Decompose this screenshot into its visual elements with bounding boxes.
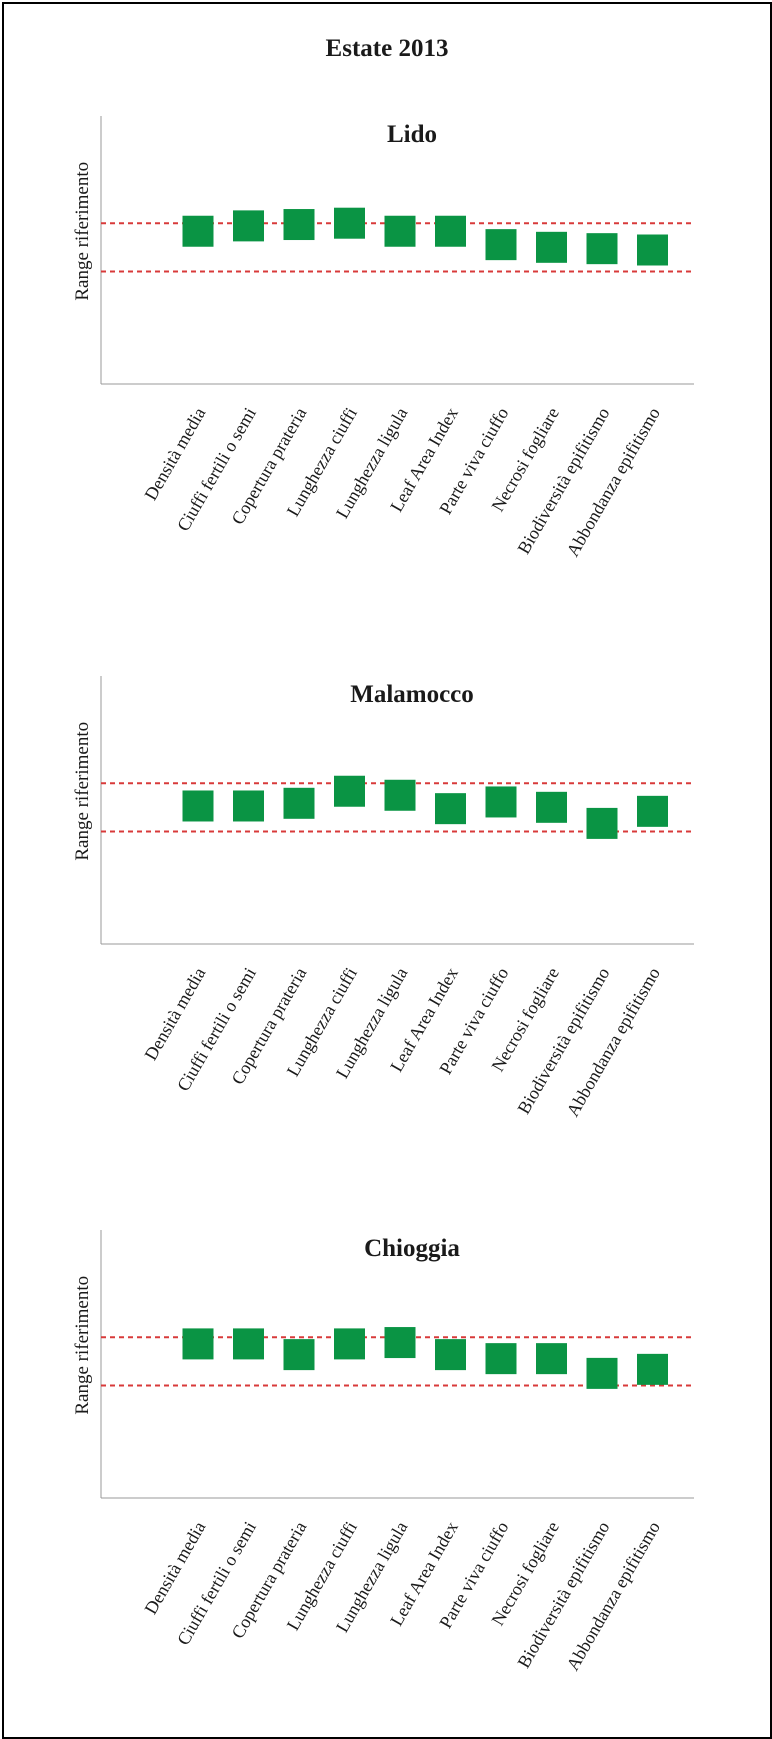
data-marker <box>536 791 567 823</box>
chart-title: Malamocco <box>350 681 474 708</box>
y-axis-label: Range riferimento <box>72 722 93 861</box>
data-marker <box>233 210 264 242</box>
data-marker <box>283 787 315 819</box>
data-marker <box>384 215 416 247</box>
data-marker <box>334 775 365 807</box>
data-marker <box>485 229 517 261</box>
x-tick-label: Abbondanza epifitismo <box>562 404 664 560</box>
data-marker <box>586 1357 618 1389</box>
y-axis-label: Range riferimento <box>72 1276 93 1415</box>
x-tick-label: Abbondanza epifitismo <box>562 964 664 1120</box>
data-marker <box>384 1327 416 1359</box>
data-marker <box>283 1339 315 1371</box>
data-marker <box>586 807 618 839</box>
data-marker <box>435 793 466 825</box>
chart-title: Chioggia <box>364 1235 460 1262</box>
data-marker <box>182 215 214 247</box>
y-axis-label: Range riferimento <box>72 162 93 301</box>
data-marker <box>586 233 618 265</box>
data-marker <box>435 215 466 247</box>
data-marker <box>485 1343 517 1375</box>
data-marker <box>536 1343 567 1375</box>
data-marker <box>384 779 416 811</box>
data-marker <box>334 207 365 239</box>
data-marker <box>485 786 517 818</box>
x-tick-label: Biodiversità epifitismo <box>513 1518 613 1671</box>
data-marker <box>182 790 214 822</box>
page-title: Estate 2013 <box>326 35 449 62</box>
x-tick-label: Biodiversità epifitismo <box>513 404 613 557</box>
data-marker <box>233 790 264 822</box>
data-marker <box>536 231 567 263</box>
data-marker <box>637 795 668 827</box>
data-marker <box>182 1328 214 1360</box>
data-marker <box>435 1339 466 1371</box>
data-marker <box>334 1328 365 1360</box>
data-marker <box>283 209 315 241</box>
data-marker <box>637 1353 668 1385</box>
data-marker <box>637 234 668 266</box>
data-marker <box>233 1328 264 1360</box>
chart-title: Lido <box>387 121 437 148</box>
x-tick-label: Biodiversità epifitismo <box>513 964 613 1117</box>
x-tick-label: Abbondanza epifitismo <box>562 1518 664 1674</box>
